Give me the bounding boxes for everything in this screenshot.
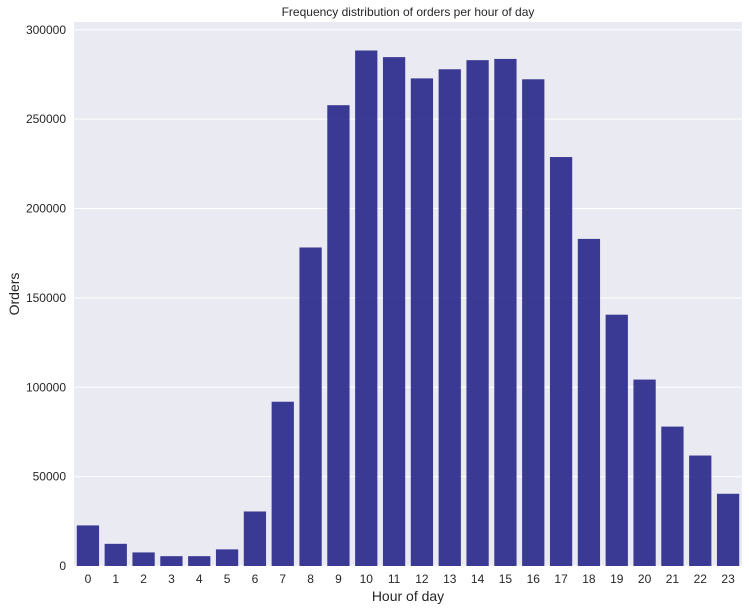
x-tick-label: 11 bbox=[388, 572, 401, 586]
bar-hour-18 bbox=[577, 238, 601, 567]
bar-hour-8 bbox=[299, 247, 322, 567]
x-tick-label: 10 bbox=[360, 572, 374, 586]
bar-hour-11 bbox=[382, 57, 406, 567]
x-tick-label: 3 bbox=[168, 572, 175, 586]
bar-hour-1 bbox=[104, 543, 127, 566]
y-tick-label: 250000 bbox=[26, 112, 66, 126]
x-tick-label: 17 bbox=[554, 572, 568, 586]
y-tick-label: 50000 bbox=[33, 470, 67, 484]
chart-title: Frequency distribution of orders per hou… bbox=[282, 5, 535, 19]
x-tick-label: 2 bbox=[140, 572, 147, 586]
bar-hour-14 bbox=[466, 60, 489, 567]
bar-hour-19 bbox=[605, 314, 628, 566]
bar-hour-16 bbox=[522, 79, 545, 566]
x-tick-label: 21 bbox=[666, 572, 680, 586]
bar-hour-0 bbox=[76, 525, 100, 566]
x-tick-label: 4 bbox=[196, 572, 203, 586]
bar-hour-6 bbox=[243, 511, 267, 566]
x-tick-label: 14 bbox=[471, 572, 485, 586]
x-tick-label: 6 bbox=[252, 572, 259, 586]
bar-hour-17 bbox=[549, 157, 573, 567]
y-tick-label: 0 bbox=[59, 559, 66, 573]
bar-hour-3 bbox=[160, 556, 183, 566]
y-axis-ticks: 0 50000 100000 150000 200000 250000 300000 bbox=[26, 23, 66, 573]
y-tick-label: 300000 bbox=[26, 23, 66, 37]
bar-hour-21 bbox=[661, 426, 684, 566]
x-tick-label: 22 bbox=[694, 572, 708, 586]
x-tick-label: 18 bbox=[582, 572, 596, 586]
bar-hour-2 bbox=[132, 552, 155, 566]
x-tick-label: 15 bbox=[499, 572, 513, 586]
plot-area bbox=[74, 22, 742, 566]
bar-hour-4 bbox=[188, 556, 211, 566]
bar-hour-15 bbox=[494, 58, 517, 567]
bar-hour-5 bbox=[215, 549, 239, 566]
y-tick-label: 100000 bbox=[26, 380, 66, 394]
x-tick-label: 0 bbox=[85, 572, 92, 586]
x-tick-label: 9 bbox=[335, 572, 342, 586]
x-tick-label: 20 bbox=[638, 572, 652, 586]
x-tick-label: 8 bbox=[307, 572, 314, 586]
bars bbox=[76, 50, 740, 567]
x-tick-label: 16 bbox=[527, 572, 541, 586]
x-axis-label: Hour of day bbox=[372, 588, 444, 604]
bar-hour-9 bbox=[327, 105, 350, 566]
x-tick-label: 23 bbox=[721, 572, 735, 586]
grid-lines bbox=[74, 29, 742, 567]
bar-hour-22 bbox=[689, 455, 712, 566]
y-tick-label: 200000 bbox=[26, 202, 66, 216]
y-tick-label: 150000 bbox=[26, 291, 66, 305]
x-tick-label: 7 bbox=[279, 572, 286, 586]
y-axis-label: Orders bbox=[6, 273, 22, 316]
bar-hour-10 bbox=[355, 50, 378, 567]
x-tick-label: 19 bbox=[610, 572, 624, 586]
bar-hour-13 bbox=[438, 69, 461, 566]
x-tick-label: 13 bbox=[443, 572, 457, 586]
bar-hour-20 bbox=[633, 379, 656, 566]
bar-hour-7 bbox=[271, 401, 294, 566]
bar-hour-12 bbox=[410, 78, 434, 566]
x-tick-label: 12 bbox=[415, 572, 429, 586]
x-axis-ticks: 0 1 2 3 4 5 6 7 8 9 10 11 12 13 14 15 16 17 18 19 20 21 22 23 bbox=[85, 572, 736, 586]
x-tick-label: 5 bbox=[224, 572, 231, 586]
x-tick-label: 1 bbox=[112, 572, 119, 586]
bar-hour-23 bbox=[716, 493, 740, 566]
